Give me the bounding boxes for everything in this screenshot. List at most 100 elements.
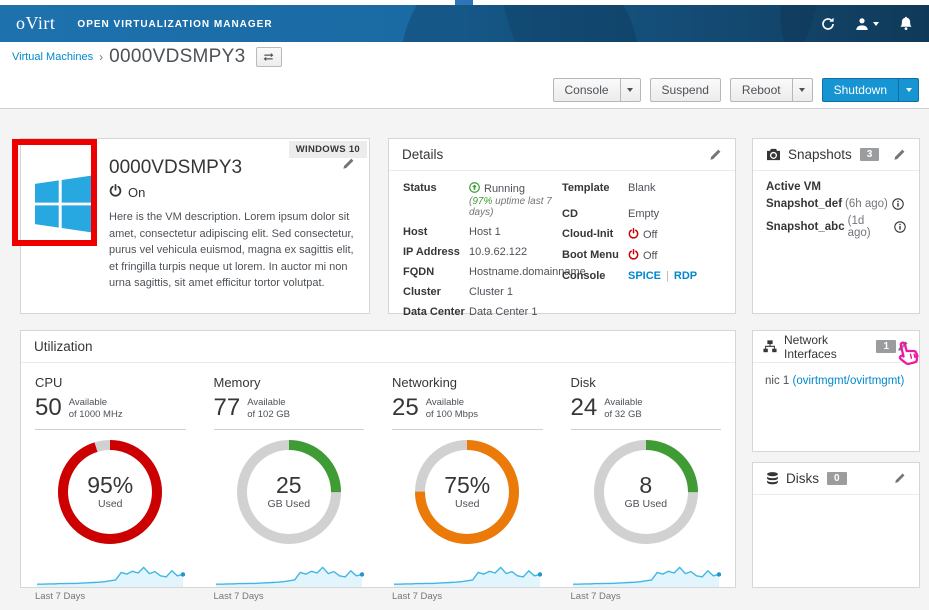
breadcrumb: Virtual Machines › 0000VDSMPY3 <box>0 42 929 72</box>
chevron-down-icon <box>905 88 912 92</box>
info-icon[interactable] <box>892 198 904 210</box>
network-interfaces-card: Network Interfaces 1 nic 1 (ovirtmgmt/ov… <box>752 330 920 452</box>
detail-row-template: Template Blank <box>562 182 656 194</box>
reboot-dropdown-toggle[interactable] <box>791 79 812 101</box>
edit-details-icon[interactable] <box>708 148 722 162</box>
rdp-link[interactable]: RDP <box>673 270 698 282</box>
refresh-icon[interactable] <box>821 17 835 31</box>
chevron-down-icon <box>873 21 879 26</box>
breadcrumb-virtual-machines[interactable]: Virtual Machines <box>12 51 94 63</box>
detail-row-cd: CD Empty <box>562 208 660 220</box>
disk-stack-icon <box>766 472 779 485</box>
off-icon <box>628 228 639 239</box>
available-value: 25 <box>392 394 419 421</box>
cpu-sparkline <box>37 566 185 587</box>
memory-sparkline <box>215 566 364 587</box>
details-title: Details <box>402 147 444 162</box>
vm-switcher-button[interactable] <box>255 47 282 67</box>
snapshot-item-active: Active VM <box>766 181 821 193</box>
user-menu[interactable] <box>855 17 879 31</box>
disks-card: Disks 0 <box>752 462 920 588</box>
breadcrumb-separator: › <box>99 50 104 64</box>
shutdown-dropdown-toggle[interactable] <box>898 79 918 101</box>
status-value: Running <box>484 183 525 195</box>
gauge-cpu: CPU 50 Available of 1000 MHz 95% Used <box>21 363 200 610</box>
utilization-title: Utilization <box>34 339 93 354</box>
camera-icon <box>766 148 781 161</box>
console-dropdown-toggle[interactable] <box>619 79 640 101</box>
disks-count-badge: 0 <box>827 472 847 485</box>
available-value: 50 <box>35 394 62 421</box>
power-on-icon <box>109 184 122 200</box>
edit-nics-icon[interactable] <box>896 340 909 353</box>
windows-logo-icon <box>35 175 93 233</box>
page-title: 0000VDSMPY3 <box>109 46 246 67</box>
frame-top-strip <box>0 0 929 5</box>
detail-row-cluster: Cluster Cluster 1 <box>403 286 514 298</box>
vm-name: 0000VDSMPY3 <box>109 157 243 178</box>
detail-row-fqdn: FQDN Hostname.domainname <box>403 266 586 278</box>
detail-row-host: Host Host 1 <box>403 226 501 238</box>
snapshots-title: Snapshots <box>788 147 852 162</box>
disk-donut-chart: 8 GB Used <box>590 436 702 548</box>
networking-sparkline <box>394 566 542 587</box>
reboot-button[interactable]: Reboot <box>729 78 813 102</box>
suspend-button[interactable]: Suspend <box>649 78 721 102</box>
os-badge: WINDOWS 10 <box>288 141 367 158</box>
edit-disks-icon[interactable] <box>893 472 906 485</box>
details-left-column: Status Running (97% uptime last 7 days) … <box>403 182 586 326</box>
vm-power-state: On <box>128 184 146 200</box>
available-value: 77 <box>213 394 241 421</box>
console-button[interactable]: Console <box>552 78 641 102</box>
detail-row-status: Status Running (97% uptime last 7 days) <box>403 182 562 218</box>
disks-title: Disks <box>786 471 819 486</box>
edit-vm-icon[interactable] <box>341 157 355 176</box>
edit-snapshots-icon[interactable] <box>892 148 906 162</box>
details-card: Details Status Running (97% uptime last … <box>388 138 736 318</box>
vm-description: Here is the VM description. Lorem ipsum … <box>109 211 354 289</box>
cpu-donut-chart: 95% Used <box>54 436 166 548</box>
swap-icon <box>263 53 274 61</box>
masthead: oVirt OPEN VIRTUALIZATION MANAGER <box>0 5 929 42</box>
gauge-disk: Disk 24 Available of 32 GB 8 GB Used <box>557 363 736 610</box>
networking-donut-chart: 75% Used <box>411 436 523 548</box>
nic-list: nic 1 (ovirtmgmt/ovirtmgmt) <box>753 363 919 399</box>
off-icon <box>628 249 639 260</box>
uptime-note: (97% uptime last 7 days) <box>469 196 552 218</box>
ovirt-logo: oVirt <box>16 13 56 33</box>
gauge-networking: Networking 25 Available of 100 Mbps 75% U… <box>378 363 557 610</box>
detail-row-cloudinit: Cloud-Init Off <box>562 228 658 241</box>
gauge-memory: Memory 77 Available of 102 GB 25 GB Used <box>200 363 379 610</box>
status-running-icon <box>469 182 480 193</box>
utilization-card: Utilization CPU 50 Available of 1000 MHz … <box>20 330 736 602</box>
detail-row-console: Console SPICE | RDP <box>562 270 698 282</box>
detail-row-bootmenu: Boot Menu Off <box>562 249 658 262</box>
vm-action-bar: Console Suspend Reboot Shutdown <box>0 72 929 109</box>
product-title: OPEN VIRTUALIZATION MANAGER <box>77 19 273 30</box>
spice-link[interactable]: SPICE <box>628 270 662 282</box>
snapshot-item: Snapshot_abc (1d ago) <box>766 215 906 239</box>
chevron-down-icon <box>799 88 806 92</box>
bell-icon[interactable] <box>899 16 913 31</box>
snapshots-card: Snapshots 3 Active VM Snapshot_def (6h a… <box>752 138 920 314</box>
available-value: 24 <box>570 394 598 421</box>
nic-name: nic 1 <box>765 375 793 387</box>
frame-top-tab <box>455 0 473 5</box>
shutdown-button[interactable]: Shutdown <box>821 78 919 102</box>
snapshots-count-badge: 3 <box>859 148 880 161</box>
detail-row-datacenter: Data Center Data Center 1 <box>403 306 538 318</box>
memory-donut-chart: 25 GB Used <box>233 436 345 548</box>
nic-network-link[interactable]: (ovirtmgmt/ovirtmgmt) <box>792 375 905 387</box>
disk-sparkline <box>572 566 721 587</box>
chevron-down-icon <box>627 88 634 92</box>
info-icon[interactable] <box>894 221 906 233</box>
nic-count-badge: 1 <box>876 340 896 353</box>
network-icon <box>763 340 777 353</box>
network-interfaces-title: Network Interfaces <box>784 332 837 361</box>
snapshot-item: Snapshot_def (6h ago) <box>766 198 906 210</box>
user-icon <box>856 17 868 30</box>
details-right-column: Template Blank CD Empty Cloud-Init Off B… <box>562 182 721 326</box>
detail-row-ip: IP Address 10.9.62.122 <box>403 246 528 258</box>
vm-overview-card: WINDOWS 10 0000VDSMPY3 On Here is the VM… <box>20 138 370 314</box>
